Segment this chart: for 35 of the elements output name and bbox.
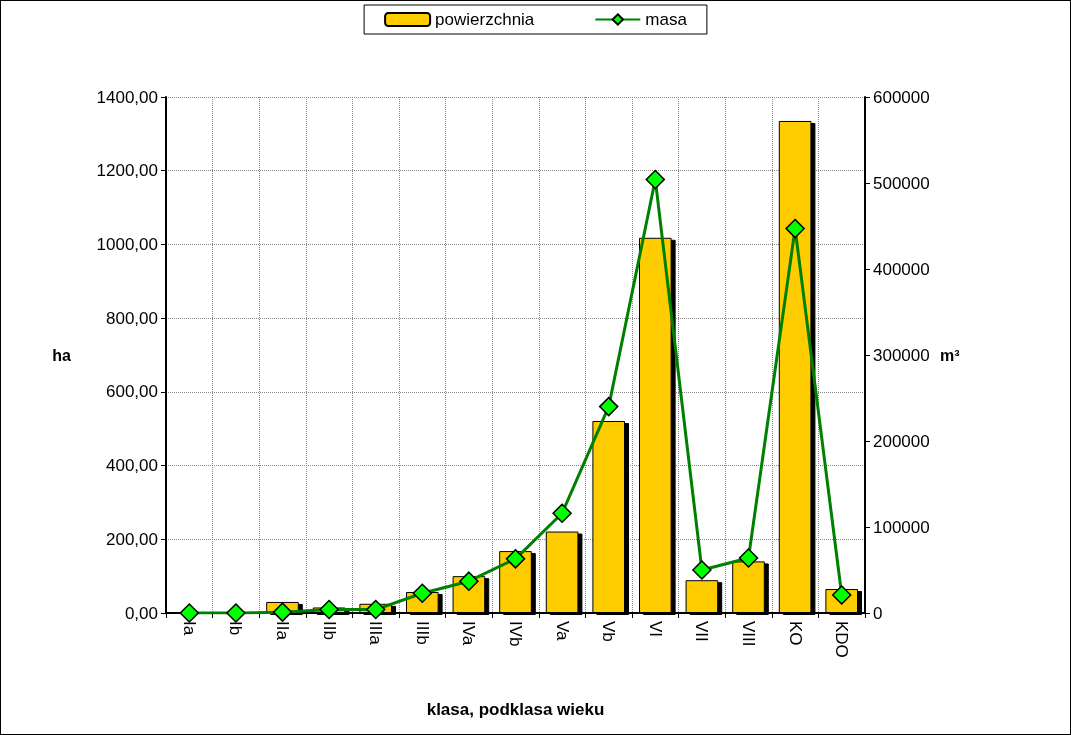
- y2-tick-label: 300000: [873, 345, 930, 365]
- y2-tick-label: 400000: [873, 259, 930, 279]
- x-tick-label: IIIa: [366, 621, 386, 646]
- legend-label: masa: [645, 10, 688, 29]
- y-tick-label: 0,00: [124, 603, 158, 623]
- legend-label: powierzchnia: [435, 10, 535, 29]
- y-tick-label: 800,00: [106, 308, 158, 328]
- y2-tick-label: 0: [873, 603, 883, 623]
- x-tick-label: KDO: [832, 621, 852, 658]
- x-tick-label: IIa: [273, 621, 292, 641]
- x-tick-label: IVa: [459, 621, 479, 646]
- x-axis-title: klasa, podklasa wieku: [426, 700, 605, 719]
- x-tick-label: IIb: [319, 621, 339, 640]
- y-tick-label: 1400,00: [96, 87, 158, 107]
- y-axis-title: ha: [52, 346, 72, 364]
- y-tick-label: 600,00: [106, 382, 158, 402]
- y2-tick-label: 500000: [873, 173, 930, 193]
- x-tick-label: KO: [785, 621, 805, 646]
- y-tick-label: 400,00: [106, 456, 158, 476]
- y2-tick-label: 100000: [873, 517, 930, 537]
- y-tick-label: 200,00: [106, 529, 158, 549]
- y2-tick-label: 600000: [873, 87, 930, 107]
- y-tick-label: 1000,00: [96, 234, 158, 254]
- y2-tick-label: 200000: [873, 431, 930, 451]
- x-tick-label: Vb: [599, 621, 619, 642]
- y2-axis-title: m³: [940, 346, 960, 364]
- x-tick-label: IIIb: [412, 621, 432, 645]
- x-tick-label: Ia: [179, 621, 199, 636]
- x-tick-label: VI: [645, 621, 665, 638]
- x-tick-label: Ib: [226, 621, 246, 636]
- x-tick-label: VII: [692, 621, 712, 642]
- y-tick-label: 1200,00: [96, 161, 158, 181]
- x-tick-label: VIII: [739, 621, 758, 647]
- x-tick-label: IVb: [506, 621, 525, 647]
- x-tick-label: Va: [552, 621, 572, 642]
